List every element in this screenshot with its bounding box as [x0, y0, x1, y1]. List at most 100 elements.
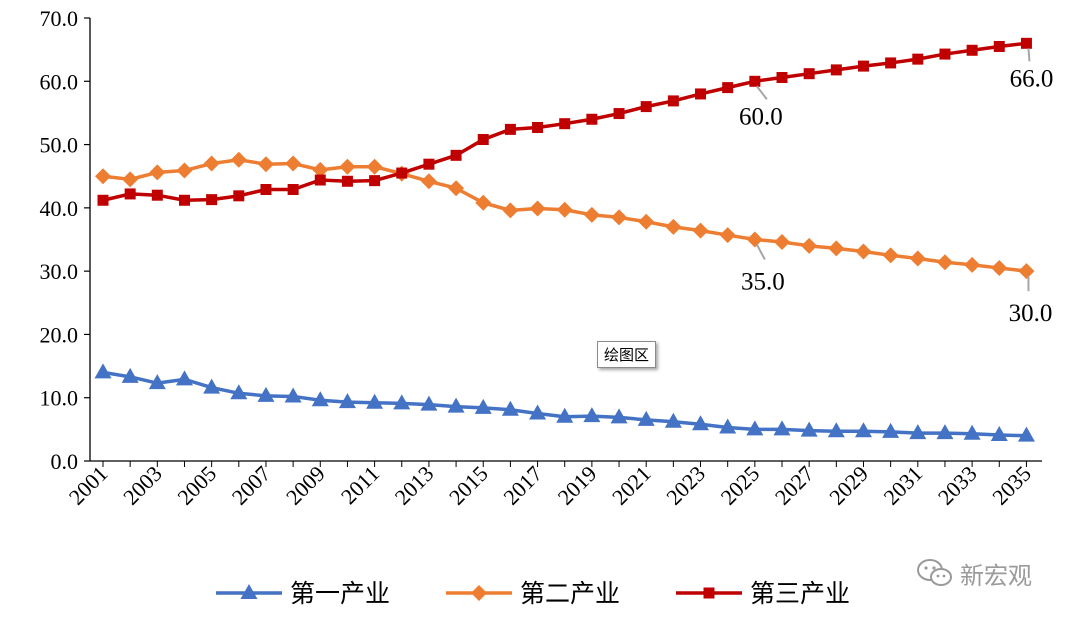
data-point — [95, 168, 111, 185]
data-point — [939, 48, 951, 60]
series-triangle — [94, 363, 1035, 442]
data-point — [124, 188, 136, 200]
data-point — [556, 407, 574, 423]
data-point — [830, 64, 842, 76]
data-point — [151, 189, 163, 201]
data-point — [719, 418, 737, 434]
data-point — [774, 234, 790, 251]
data-point — [233, 190, 245, 202]
y-tick-label: 20.0 — [40, 322, 79, 347]
data-point — [148, 374, 166, 390]
data-point — [749, 75, 761, 87]
data-point — [475, 194, 492, 211]
legend-label: 第一产业 — [290, 579, 390, 608]
data-point — [586, 113, 598, 125]
data-point — [611, 209, 628, 226]
x-tick-label: 2011 — [336, 461, 384, 509]
data-point — [936, 254, 953, 271]
data-point — [420, 173, 437, 190]
wechat-icon — [917, 559, 952, 586]
data-point — [423, 158, 435, 170]
y-tick-label: 30.0 — [40, 259, 79, 284]
data-point — [393, 394, 411, 410]
data-point — [121, 367, 139, 383]
data-label: 35.0 — [741, 269, 785, 296]
data-point — [855, 243, 872, 260]
data-point — [366, 393, 384, 409]
data-point — [285, 155, 302, 172]
data-point — [532, 121, 544, 133]
x-tick-label: 2003 — [118, 461, 167, 510]
data-point — [827, 422, 845, 438]
data-point — [450, 149, 462, 161]
y-tick-label: 70.0 — [40, 6, 79, 31]
data-point — [284, 387, 302, 403]
legend-marker — [471, 585, 487, 601]
y-tick-label: 50.0 — [40, 133, 79, 158]
y-tick-label: 10.0 — [40, 386, 79, 411]
data-point — [366, 158, 383, 175]
data-point — [311, 391, 329, 407]
data-point — [991, 259, 1008, 276]
y-axis-ticks: 0.0 10.0 20.0 30.0 40.0 50.0 60.0 70.0 — [40, 6, 90, 474]
legend: 第一产业 第二产业 第三产业 — [216, 579, 850, 608]
data-point — [257, 156, 274, 173]
data-label: 30.0 — [1009, 300, 1053, 327]
data-point — [719, 227, 736, 244]
data-point — [559, 118, 571, 130]
data-point — [1020, 37, 1032, 49]
data-labels: 60.0 66.0 35.0 30.0 — [739, 48, 1053, 327]
data-label: 66.0 — [1010, 65, 1054, 92]
data-point — [94, 363, 112, 379]
data-point — [312, 161, 329, 178]
legend-label: 第三产业 — [750, 579, 850, 608]
data-point — [583, 206, 600, 223]
data-point — [122, 171, 139, 188]
x-axis-ticks: 2001 2003 2005 2007 2009 2011 2013 2015 2017 2019… — [64, 461, 1036, 510]
legend-label: 第二产业 — [520, 579, 620, 608]
data-point — [803, 68, 815, 80]
data-point — [230, 384, 248, 400]
data-point — [637, 410, 655, 426]
leader-line — [756, 85, 768, 100]
series-square — [97, 37, 1032, 206]
x-tick-label: 2007 — [227, 461, 276, 510]
data-point — [909, 250, 926, 267]
legend-marker — [240, 584, 258, 599]
data-point — [97, 194, 109, 206]
data-point — [583, 407, 601, 423]
data-point — [854, 422, 872, 438]
data-point — [667, 95, 679, 107]
data-point — [287, 184, 299, 196]
data-point — [203, 155, 220, 172]
plot-area-tooltip: 绘图区 — [597, 341, 657, 368]
data-point — [692, 222, 709, 239]
series-line — [102, 370, 1027, 438]
data-point — [1017, 426, 1035, 442]
x-tick-label: 2031 — [879, 461, 928, 510]
data-label: 60.0 — [739, 103, 783, 130]
x-tick-label: 2021 — [607, 461, 656, 510]
data-point — [178, 194, 190, 206]
data-point — [776, 71, 788, 83]
watermark: 新宏观 — [916, 558, 1032, 590]
data-point — [857, 60, 869, 72]
data-point — [477, 134, 489, 146]
x-tick-label: 2023 — [661, 461, 710, 510]
x-tick-label: 2027 — [770, 461, 819, 510]
data-point — [746, 420, 764, 436]
data-point — [556, 201, 573, 218]
x-tick-label: 2009 — [281, 461, 330, 510]
data-point — [665, 218, 682, 235]
legend-marker — [703, 587, 715, 599]
data-point — [963, 424, 981, 440]
x-tick-label: 2017 — [498, 461, 547, 510]
data-point — [175, 370, 193, 386]
data-point — [504, 123, 516, 135]
data-point — [640, 101, 652, 113]
data-point — [529, 404, 547, 420]
data-point — [746, 231, 763, 248]
data-point — [828, 240, 845, 257]
data-point — [909, 424, 927, 440]
data-point — [260, 184, 272, 196]
